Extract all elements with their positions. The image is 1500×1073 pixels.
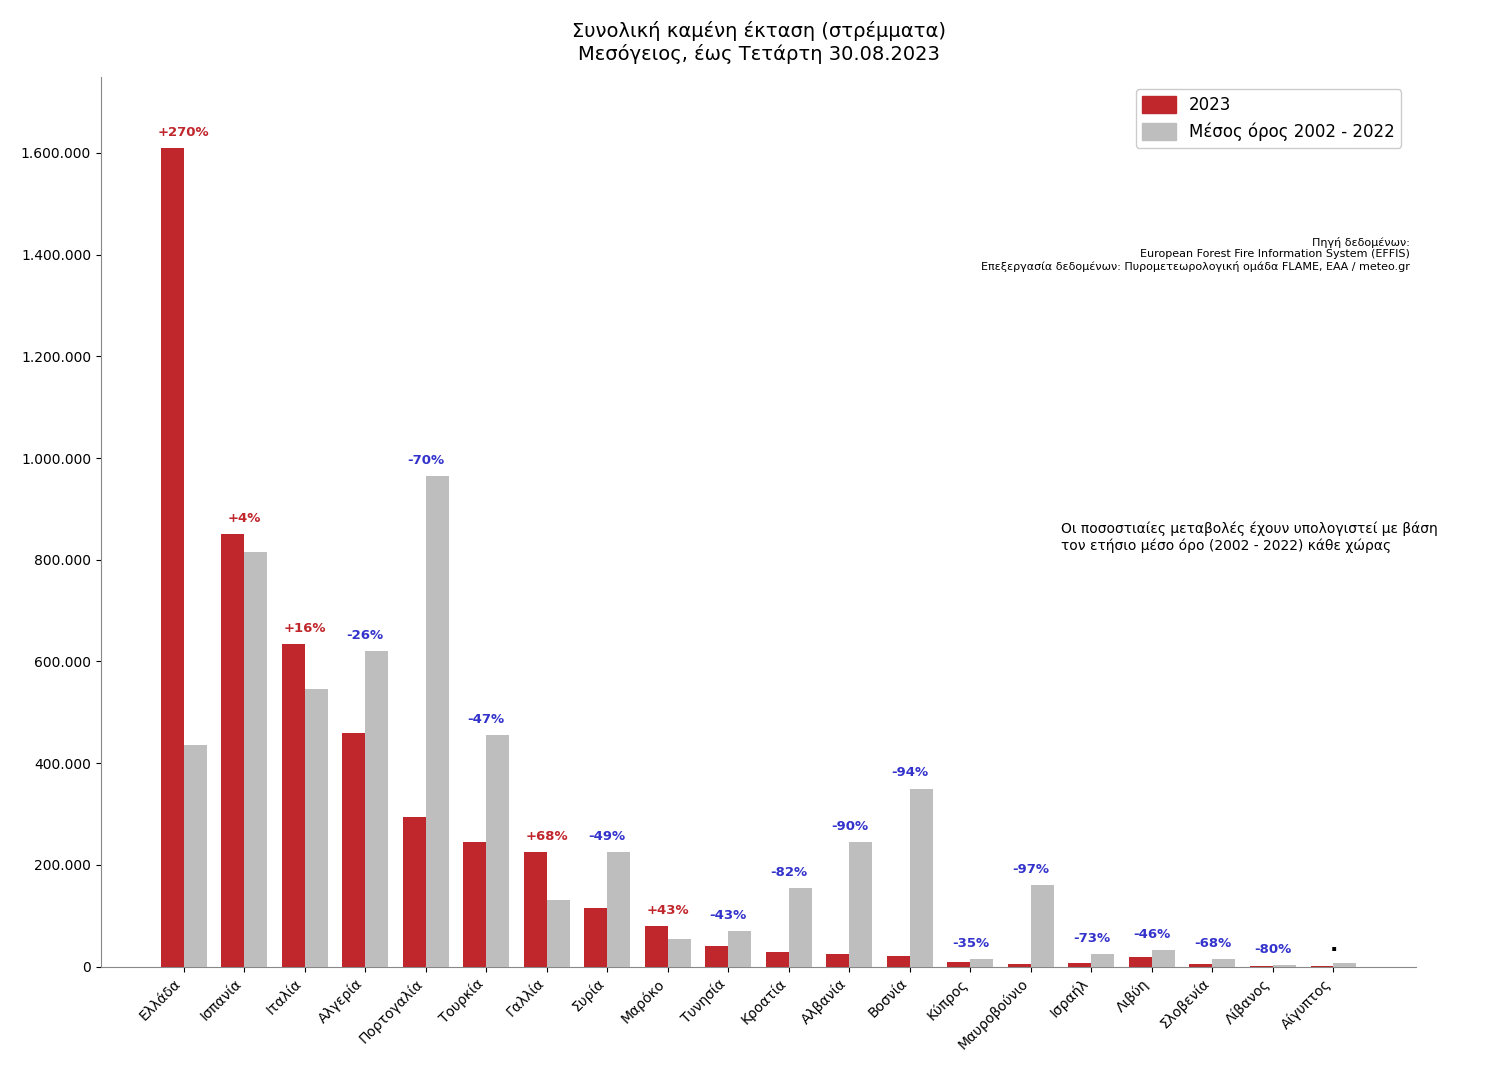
Bar — [766, 953, 789, 967]
Bar — [1212, 959, 1236, 967]
Bar — [789, 887, 812, 967]
Bar — [1274, 966, 1296, 967]
Bar — [1190, 964, 1212, 967]
Bar — [402, 817, 426, 967]
Bar — [342, 733, 364, 967]
Text: +43%: +43% — [646, 903, 688, 916]
Bar — [304, 690, 327, 967]
Title: Συνολική καμένη έκταση (στρέμματα)
Μεσόγειος, έως Τετάρτη 30.08.2023: Συνολική καμένη έκταση (στρέμματα) Μεσόγ… — [572, 20, 945, 64]
Bar — [282, 644, 304, 967]
Legend: 2023, Μέσος όρος 2002 - 2022: 2023, Μέσος όρος 2002 - 2022 — [1136, 89, 1401, 148]
Text: Οι ποσοστιαίες μεταβολές έχουν υπολογιστεί με βάση
τον ετήσιο μέσο όρο (2002 - 2: Οι ποσοστιαίες μεταβολές έχουν υπολογιστ… — [1060, 521, 1438, 553]
Bar — [486, 735, 508, 967]
Bar — [827, 954, 849, 967]
Bar — [1152, 950, 1174, 967]
Text: -68%: -68% — [1194, 938, 1231, 951]
Text: -80%: -80% — [1254, 943, 1292, 956]
Bar — [1068, 964, 1092, 967]
Bar — [1030, 885, 1054, 967]
Bar — [220, 534, 245, 967]
Bar — [183, 746, 207, 967]
Text: +68%: +68% — [525, 831, 568, 843]
Bar — [426, 476, 448, 967]
Bar — [849, 842, 873, 967]
Bar — [910, 789, 933, 967]
Bar — [645, 926, 668, 967]
Bar — [584, 908, 608, 967]
Bar — [608, 852, 630, 967]
Text: ·: · — [1329, 940, 1338, 960]
Bar — [1334, 962, 1356, 967]
Text: +16%: +16% — [284, 621, 326, 634]
Bar — [546, 900, 570, 967]
Text: +270%: +270% — [158, 126, 210, 138]
Bar — [524, 852, 546, 967]
Bar — [705, 946, 729, 967]
Text: -35%: -35% — [952, 937, 988, 950]
Text: +4%: +4% — [228, 512, 261, 525]
Text: -26%: -26% — [346, 629, 384, 642]
Bar — [668, 939, 692, 967]
Text: -46%: -46% — [1134, 928, 1170, 941]
Bar — [1092, 954, 1114, 967]
Bar — [1008, 964, 1031, 967]
Bar — [1130, 957, 1152, 967]
Bar — [970, 959, 993, 967]
Bar — [364, 651, 388, 967]
Bar — [729, 931, 752, 967]
Text: -70%: -70% — [406, 454, 444, 467]
Bar — [160, 148, 183, 967]
Text: -90%: -90% — [831, 820, 868, 833]
Text: -43%: -43% — [710, 909, 747, 922]
Bar — [464, 842, 486, 967]
Text: -97%: -97% — [1013, 863, 1050, 876]
Text: -49%: -49% — [588, 831, 626, 843]
Bar — [948, 961, 970, 967]
Text: -94%: -94% — [891, 766, 928, 779]
Bar — [244, 553, 267, 967]
Text: Πηγή δεδομένων:
European Forest Fire Information System (EFFIS)
Επεξεργασία δεδο: Πηγή δεδομένων: European Forest Fire Inf… — [981, 237, 1410, 273]
Bar — [886, 956, 910, 967]
Text: -73%: -73% — [1072, 931, 1110, 944]
Text: -82%: -82% — [770, 866, 807, 879]
Text: -47%: -47% — [468, 714, 506, 726]
